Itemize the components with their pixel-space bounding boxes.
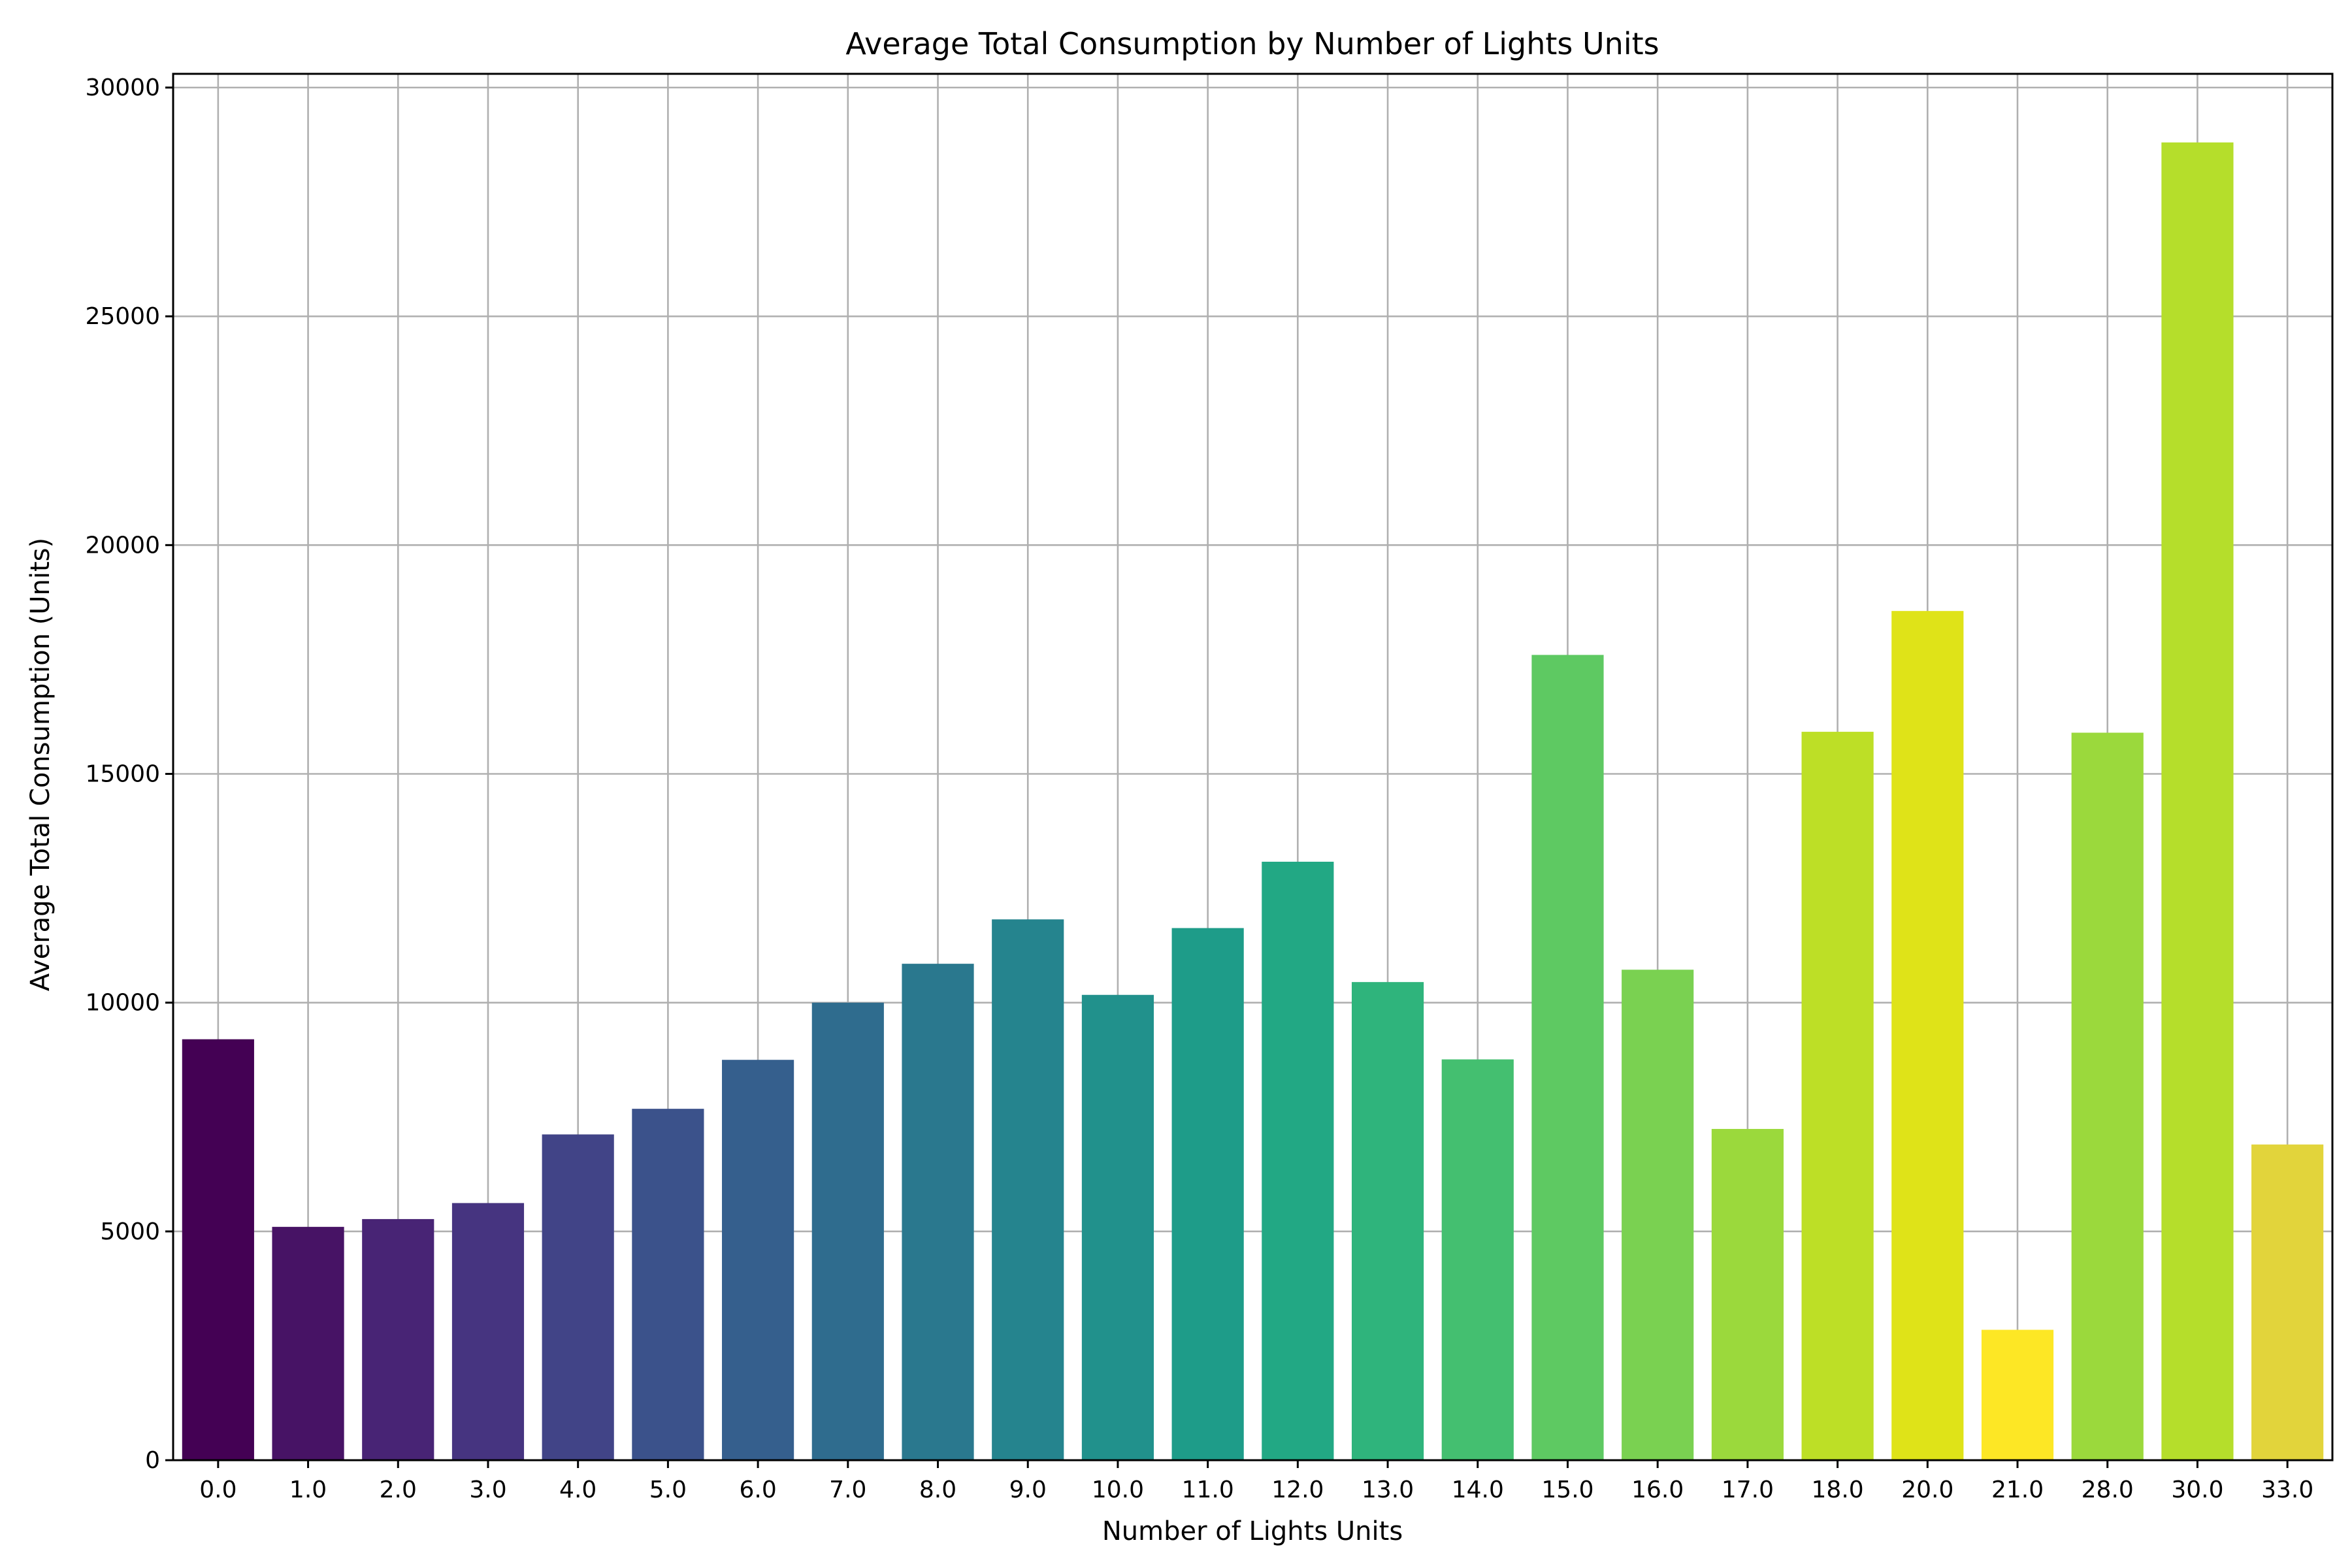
plot-frame <box>172 73 2334 1462</box>
x-tick-label: 33.0 <box>2261 1477 2313 1503</box>
x-tick-label: 0.0 <box>199 1477 237 1503</box>
x-tick-label: 12.0 <box>1271 1477 1324 1503</box>
x-tick-label: 8.0 <box>919 1477 956 1503</box>
bars <box>182 142 2324 1460</box>
axes: 0 5000 10000 15000 20000 25000 30000 0.0 1.0 2.0 3… <box>85 73 2334 1503</box>
y-tick-label: 25000 <box>85 303 160 330</box>
bar-11-0 <box>1171 928 1244 1460</box>
bar-17-0 <box>1711 1128 1784 1460</box>
x-tick-label: 7.0 <box>829 1477 866 1503</box>
bar-20-0 <box>1891 611 1964 1460</box>
bar-0-0 <box>182 1039 254 1460</box>
x-tick-label: 13.0 <box>1362 1477 1414 1503</box>
x-tick-label: 30.0 <box>2171 1477 2223 1503</box>
bar-6-0 <box>722 1060 794 1460</box>
x-tick-label: 14.0 <box>1452 1477 1504 1503</box>
y-tick-label: 20000 <box>85 532 160 559</box>
y-tick-label: 0 <box>145 1447 160 1474</box>
x-tick-label: 16.0 <box>1631 1477 1684 1503</box>
x-tick-label: 28.0 <box>2082 1477 2134 1503</box>
y-axis-title: Average Total Consumption (Units) <box>25 538 56 991</box>
bar-10-0 <box>1081 994 1154 1460</box>
bar-7-0 <box>811 1002 884 1460</box>
x-tick-label: 11.0 <box>1182 1477 1234 1503</box>
x-tick-label: 17.0 <box>1722 1477 1774 1503</box>
x-tick-label: 10.0 <box>1092 1477 1144 1503</box>
y-tick-label: 10000 <box>85 990 160 1017</box>
bar-28-0 <box>2071 732 2144 1460</box>
x-tick-label: 20.0 <box>1901 1477 1953 1503</box>
x-axis-title: Number of Lights Units <box>1102 1516 1403 1546</box>
bar-30-0 <box>2161 142 2234 1460</box>
chart-title: Average Total Consumption by Number of L… <box>845 26 1659 61</box>
bar-21-0 <box>1981 1330 2054 1460</box>
bar-1-0 <box>272 1226 344 1460</box>
bar-9-0 <box>992 919 1064 1460</box>
bar-16-0 <box>1622 970 1694 1460</box>
y-tick-label: 15000 <box>85 761 160 788</box>
x-tick-label: 3.0 <box>469 1477 506 1503</box>
y-tick-label: 30000 <box>85 74 160 101</box>
bar-12-0 <box>1262 861 1334 1460</box>
x-tick-label: 18.0 <box>1812 1477 1864 1503</box>
bar-2-0 <box>362 1218 434 1460</box>
x-tick-label: 5.0 <box>649 1477 687 1503</box>
x-tick-label: 2.0 <box>380 1477 417 1503</box>
bar-13-0 <box>1351 982 1424 1460</box>
x-tick-label: 9.0 <box>1009 1477 1047 1503</box>
x-tick-label: 15.0 <box>1541 1477 1593 1503</box>
bar-3-0 <box>451 1203 525 1460</box>
bar-4-0 <box>542 1134 614 1460</box>
bar-14-0 <box>1441 1059 1514 1460</box>
bar-33-0 <box>2251 1144 2324 1460</box>
x-tick-label: 4.0 <box>559 1477 596 1503</box>
x-tick-label: 21.0 <box>1991 1477 2044 1503</box>
x-tick-label: 1.0 <box>289 1477 327 1503</box>
x-tick-label: 6.0 <box>739 1477 776 1503</box>
y-tick-label: 5000 <box>100 1218 160 1245</box>
bar-8-0 <box>902 964 974 1460</box>
bar-5-0 <box>632 1109 704 1460</box>
bar-15-0 <box>1531 655 1604 1460</box>
bar-18-0 <box>1801 732 1874 1460</box>
